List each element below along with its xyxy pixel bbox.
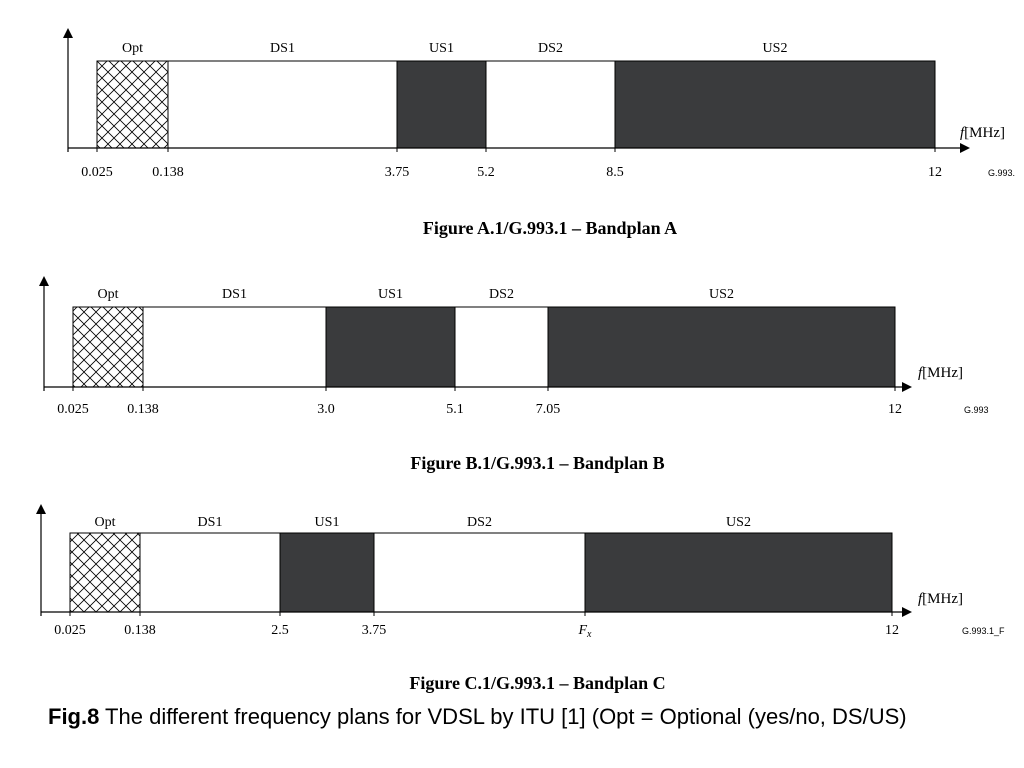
band-label-opt: Opt	[95, 515, 116, 530]
x-axis-arrow	[960, 143, 970, 153]
frequency-axis-label: f[MHz]	[918, 591, 963, 607]
tick-label: 0.138	[124, 623, 156, 638]
band-label-ds1: DS1	[270, 41, 295, 56]
tick-label: 3.0	[317, 402, 335, 417]
band-label-us2: US2	[726, 515, 751, 530]
bandplan-b-diagram: Opt DS1 US1 DS2 US2 f[MHz] 0.025 0.138 3.0 5.1 7.0…	[39, 276, 989, 417]
tick-label: 5.2	[477, 165, 495, 180]
tick-label: 0.138	[127, 402, 159, 417]
band-ds1	[139, 532, 281, 613]
tick-label: 0.025	[54, 623, 86, 638]
tick-label: 12	[888, 402, 902, 417]
x-axis-arrow	[902, 382, 912, 392]
band-label-us2: US2	[763, 41, 788, 56]
tick-label: 12	[928, 165, 942, 180]
bandplan-a-diagram: Opt DS1 US1 DS2 US2 f[MHz] 0.025 0.138 3.75 5.2 8.…	[63, 28, 1015, 180]
bandplan-b-title: Figure B.1/G.993.1 – Bandplan B	[410, 453, 665, 473]
band-us2	[614, 60, 936, 149]
tick-label: 0.025	[57, 402, 89, 417]
figure-caption: Fig.8 The different frequency plans for …	[48, 703, 1008, 730]
band-ds2	[373, 532, 586, 613]
band-ds2	[485, 60, 616, 149]
band-label-ds2: DS2	[489, 287, 514, 302]
band-label-us1: US1	[378, 287, 403, 302]
tick-label: 3.75	[385, 165, 410, 180]
band-label-ds2: DS2	[467, 515, 492, 530]
band-opt	[96, 60, 169, 149]
tick-label: 8.5	[606, 165, 624, 180]
y-axis-arrow	[63, 28, 73, 38]
band-label-us2: US2	[709, 287, 734, 302]
bandplan-c-diagram: Opt DS1 US1 DS2 US2 f[MHz] 0.025 0.138 2.5 3.75 Fx…	[36, 504, 1005, 640]
bandplan-a-title: Figure A.1/G.993.1 – Bandplan A	[422, 218, 678, 238]
figure-code-label: G.993.1_F	[962, 626, 1005, 636]
tick-label: 3.75	[362, 623, 387, 638]
band-us1	[279, 532, 375, 613]
tick-label: 5.1	[446, 402, 464, 417]
tick-label: 12	[885, 623, 899, 638]
tick-label: 7.05	[536, 402, 561, 417]
tick-label: Fx	[577, 623, 592, 640]
band-opt	[72, 306, 144, 388]
bandplan-c-title: Figure C.1/G.993.1 – Bandplan C	[409, 673, 666, 693]
band-label-us1: US1	[315, 515, 340, 530]
band-ds2	[454, 306, 549, 388]
band-us2	[547, 306, 896, 388]
y-axis-arrow	[39, 276, 49, 286]
band-us2	[584, 532, 893, 613]
band-label-ds1: DS1	[198, 515, 223, 530]
frequency-axis-label: f[MHz]	[918, 365, 963, 381]
frequency-axis-label: f[MHz]	[960, 125, 1005, 141]
band-us1	[396, 60, 487, 149]
band-label-ds2: DS2	[538, 41, 563, 56]
band-opt	[69, 532, 141, 613]
figure-code-label: G.993.	[988, 168, 1015, 178]
caption-label: Fig.8	[48, 704, 100, 729]
band-label-opt: Opt	[122, 41, 143, 56]
tick-label: 0.138	[152, 165, 184, 180]
tick-label: 0.025	[81, 165, 113, 180]
band-label-opt: Opt	[98, 287, 119, 302]
caption-text: The different frequency plans for VDSL b…	[99, 704, 907, 729]
figure-code-label: G.993	[964, 405, 989, 415]
band-label-us1: US1	[429, 41, 454, 56]
tick-label: 2.5	[271, 623, 289, 638]
x-axis-arrow	[902, 607, 912, 617]
y-axis-arrow	[36, 504, 46, 514]
band-ds1	[142, 306, 327, 388]
band-label-ds1: DS1	[222, 287, 247, 302]
